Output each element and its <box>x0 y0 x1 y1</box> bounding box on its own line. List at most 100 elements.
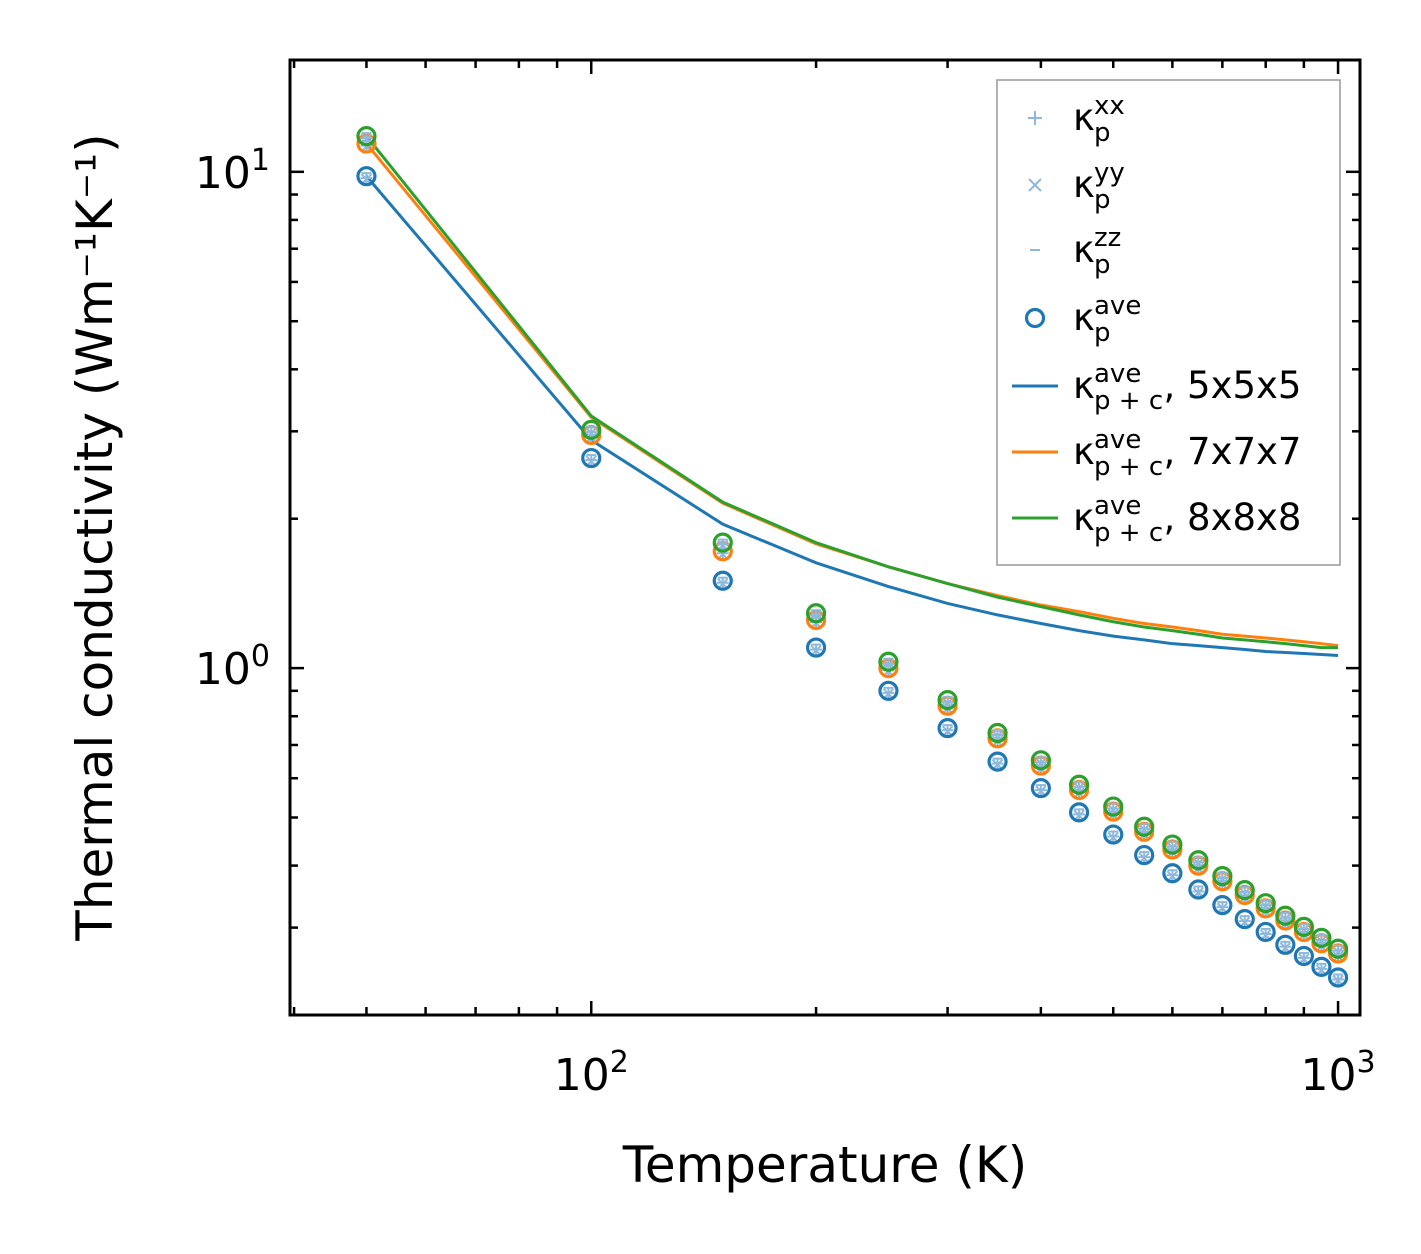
data-point <box>987 722 1008 744</box>
data-point <box>1234 880 1255 901</box>
legend-entry-2: κyy p <box>1028 158 1125 215</box>
data-point <box>878 651 899 672</box>
data-point <box>937 690 958 711</box>
plot-frame <box>288 58 1362 1017</box>
kave-marker <box>878 651 899 672</box>
legend-entry-4: κave p <box>1024 291 1141 348</box>
kave-marker <box>878 680 899 701</box>
data-point <box>1311 927 1332 949</box>
data-point <box>1275 934 1296 955</box>
data-point <box>1030 778 1051 799</box>
legend-entry-3: κzz p <box>1030 223 1121 280</box>
kave-marker <box>1030 778 1051 799</box>
data-point <box>878 680 899 701</box>
kave-marker <box>987 751 1008 772</box>
x-axis-label: Temperature (K) <box>622 1136 1027 1194</box>
kave-marker <box>937 718 958 739</box>
kave-marker <box>1030 750 1051 771</box>
kave-marker <box>1255 893 1276 914</box>
kave-marker <box>1068 802 1090 823</box>
kave-marker <box>1188 879 1209 900</box>
kave-marker <box>1327 967 1349 988</box>
data-point <box>1103 796 1124 817</box>
kave-marker <box>987 722 1008 744</box>
series-line-3 <box>365 135 1339 650</box>
legend-box <box>996 79 1341 566</box>
kave-marker <box>712 532 733 553</box>
legend-label: κave p + c, 7x7x7 <box>1073 425 1301 482</box>
data-point <box>1188 879 1209 900</box>
kave-marker <box>1275 905 1296 926</box>
data-point <box>1234 909 1255 930</box>
legend-label: κyy p <box>1073 158 1125 215</box>
data-point <box>1327 967 1349 988</box>
data-point <box>712 532 733 553</box>
kave-marker <box>1234 880 1255 901</box>
legend-label: κave p + c, 5x5x5 <box>1073 359 1301 416</box>
data-point <box>1103 824 1124 845</box>
legend-label: κzz p <box>1073 223 1121 280</box>
kave-marker <box>1212 865 1233 887</box>
data-point <box>1311 956 1332 978</box>
x-tick-label: 103 <box>1301 1045 1376 1101</box>
kave-marker <box>1255 921 1276 943</box>
kave-marker <box>1162 863 1183 884</box>
data-point <box>987 751 1008 772</box>
y-tick-label: 100 <box>195 639 270 695</box>
y-tick-label: 101 <box>195 143 270 199</box>
kave-marker <box>1311 956 1332 978</box>
kave-marker <box>356 126 377 147</box>
kave-marker <box>712 570 733 591</box>
data-point <box>1188 850 1209 871</box>
legend: κxx p κyy p κzz p κave p κave p + c, 5x5x5 κave p +… <box>996 79 1341 566</box>
kave-marker <box>1293 945 1314 967</box>
data-point <box>1068 774 1090 795</box>
data-point <box>581 447 602 469</box>
circle-marker-icon <box>1024 307 1046 329</box>
kave-marker <box>1162 834 1183 855</box>
data-point <box>937 718 958 739</box>
axes: 102 103 100 101 <box>195 58 1376 1101</box>
data-point <box>356 126 377 147</box>
legend-label: κave p <box>1073 291 1141 348</box>
kave-marker <box>805 637 827 658</box>
data-point <box>1068 802 1090 823</box>
x-tick-label: 102 <box>554 1045 629 1101</box>
plus-marker-icon <box>1028 111 1042 125</box>
data-point <box>712 570 733 591</box>
plot-area <box>356 126 1349 988</box>
data-point <box>1134 844 1155 866</box>
kave-marker <box>356 166 377 187</box>
data-point <box>1255 921 1276 943</box>
kave-marker <box>805 603 827 624</box>
kave-marker <box>1212 895 1233 916</box>
legend-entry-1: κxx p <box>1028 91 1125 148</box>
kave-marker <box>1327 938 1349 959</box>
kave-marker <box>1134 844 1155 866</box>
kave-marker <box>1234 909 1255 930</box>
kave-marker <box>1134 816 1155 837</box>
y-axis-label: Thermal conductivity (Wm⁻¹K⁻¹) <box>66 133 124 941</box>
data-point <box>1212 895 1233 916</box>
kave-marker <box>1103 796 1124 817</box>
x-marker-icon <box>1028 178 1042 192</box>
kave-marker <box>581 447 602 469</box>
legend-entry-7: κave p + c, 8x8x8 <box>1012 491 1301 548</box>
legend-entry-6: κave p + c, 7x7x7 <box>1012 425 1301 482</box>
kave-marker <box>581 419 602 440</box>
data-point <box>1030 750 1051 771</box>
data-point <box>1293 916 1314 937</box>
data-point <box>1212 865 1233 887</box>
kave-marker <box>937 690 958 711</box>
data-point <box>356 166 377 187</box>
data-point <box>1134 816 1155 837</box>
data-point <box>805 637 827 658</box>
legend-label: κxx p <box>1073 91 1125 148</box>
kave-marker <box>1068 774 1090 795</box>
data-point <box>1255 893 1276 914</box>
kave-marker <box>1293 916 1314 937</box>
kave-marker <box>1188 850 1209 871</box>
data-point <box>805 603 827 624</box>
series-line-1 <box>365 175 1339 658</box>
